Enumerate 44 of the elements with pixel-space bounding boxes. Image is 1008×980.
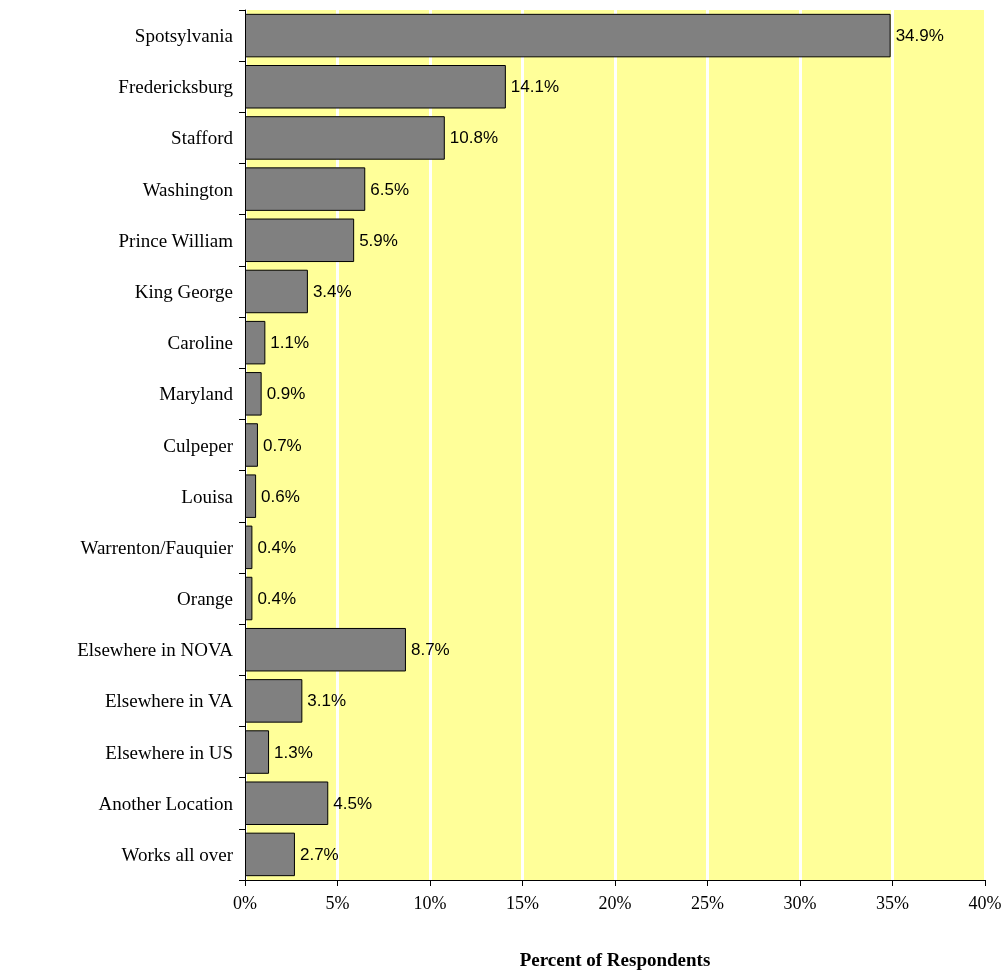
data-label: 1.1% [270, 333, 310, 353]
y-tick-label: Louisa [181, 485, 234, 507]
y-tick-label: Maryland [159, 383, 234, 405]
y-tick-label: Elsewhere in NOVA [77, 639, 234, 661]
y-tick-label: Elsewhere in VA [104, 690, 234, 712]
data-label: 5.9% [359, 230, 398, 250]
y-tick-label: Warrenton/Fauquier [80, 536, 234, 558]
y-tick-label: Stafford [171, 127, 234, 149]
x-tick-label: 10% [413, 893, 447, 913]
data-label: 0.6% [261, 486, 300, 506]
data-label: 3.4% [312, 281, 352, 301]
x-axis-title: Percent of Respondents [519, 949, 711, 970]
data-label: 3.1% [307, 691, 347, 711]
data-label: 2.7% [299, 844, 339, 864]
y-tick-label: Works all over [121, 843, 234, 865]
x-tick-label: 40% [968, 893, 1002, 913]
y-tick-label: Orange [177, 588, 233, 610]
y-tick-label: Fredericksburg [118, 76, 234, 98]
y-tick-label: Culpeper [163, 434, 234, 456]
y-tick-label: Caroline [167, 332, 233, 354]
x-tick-label: 15% [506, 893, 539, 913]
x-tick-label: 5% [325, 893, 350, 913]
x-tick-label: 20% [598, 893, 632, 913]
data-label: 8.7% [410, 640, 450, 660]
y-tick-label: Another Location [98, 792, 234, 814]
data-label: 34.9% [895, 26, 944, 46]
y-tick-label: Spotsylvania [134, 25, 234, 47]
data-label: 0.9% [266, 384, 306, 404]
data-label: 10.8% [449, 128, 498, 148]
data-label: 0.4% [257, 537, 297, 557]
data-label: 1.3% [274, 742, 313, 762]
data-label: 4.5% [333, 793, 372, 813]
data-label: 0.4% [257, 589, 297, 609]
x-tick-label: 30% [783, 893, 817, 913]
y-tick-label: King George [134, 280, 233, 302]
x-tick-label: 0% [233, 893, 257, 913]
y-tick-label: Elsewhere in US [105, 741, 233, 763]
x-tick-label: 35% [876, 893, 909, 913]
y-tick-label: Washington [142, 178, 234, 200]
data-label: 0.7% [262, 435, 302, 455]
y-tick-label: Prince William [118, 229, 234, 251]
data-label: 6.5% [370, 179, 409, 199]
data-label: 14.1% [510, 77, 560, 97]
x-tick-label: 25% [691, 893, 724, 913]
